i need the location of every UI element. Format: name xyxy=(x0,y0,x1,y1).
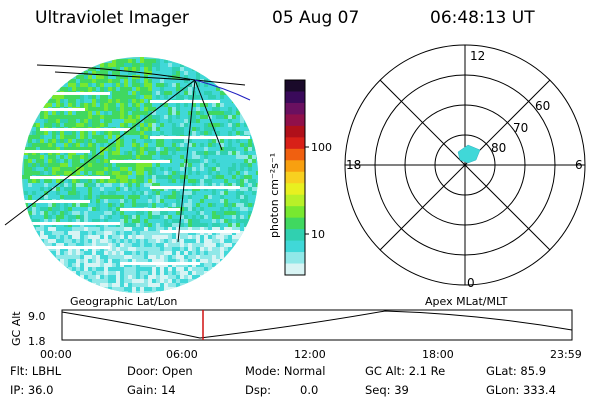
dsp-label: Dsp: xyxy=(245,383,272,397)
colorbar-swatch xyxy=(285,194,305,207)
mlt-label-0: 0 xyxy=(467,276,475,290)
colorbar-swatch xyxy=(285,80,305,92)
colorbar-swatch xyxy=(285,217,305,230)
timeline-plot: GC Alt 9.0 1.8 00:00 06:00 12:00 18:00 2… xyxy=(10,309,582,361)
colorbar-swatch xyxy=(285,114,305,127)
mlat-label-60: 60 xyxy=(535,99,550,113)
mlat-label-80: 80 xyxy=(491,141,506,155)
colorbar-gradient xyxy=(285,80,305,276)
mlt-label-6: 6 xyxy=(575,158,583,172)
gain-info: Gain: 14 xyxy=(127,383,176,397)
colorbar-swatch xyxy=(285,171,305,184)
colorbar-swatch xyxy=(285,102,305,115)
timeline-xtick-1200: 12:00 xyxy=(294,348,326,361)
colorbar-swatch xyxy=(285,229,305,242)
glon-info: GLon: 333.4 xyxy=(486,383,556,397)
colorbar-swatch xyxy=(285,252,305,265)
colorbar-swatch xyxy=(285,125,305,138)
glat-info: GLat: 85.9 xyxy=(486,364,547,378)
auroral-oval xyxy=(457,144,481,164)
colorbar-swatch xyxy=(285,148,305,161)
date-label: 05 Aug 07 xyxy=(272,8,360,28)
ip-info: IP: 36.0 xyxy=(10,383,54,397)
timeline-xtick-1800: 18:00 xyxy=(422,348,454,361)
timeline-ytick-1-8: 1.8 xyxy=(28,335,46,348)
mlat-label-70: 70 xyxy=(513,121,528,135)
colorbar-swatch xyxy=(285,263,305,276)
colorbar: 100 10 photon cm⁻²s⁻¹ xyxy=(268,79,332,276)
colorbar-unit-label: photon cm⁻²s⁻¹ xyxy=(268,153,281,238)
timeline-xtick-2359: 23:59 xyxy=(550,348,582,361)
timeline-xtick-0000: 00:00 xyxy=(40,348,72,361)
colorbar-swatch xyxy=(285,183,305,196)
colorbar-tick-100: 100 xyxy=(311,141,332,154)
polar-plot: 12 18 6 0 60 70 80 xyxy=(344,44,586,290)
geo-grid-lines xyxy=(4,64,251,243)
mode-info: Mode: Normal xyxy=(245,364,326,378)
colorbar-swatch xyxy=(285,240,305,253)
earth-image xyxy=(4,57,258,293)
door-info: Door: Open xyxy=(127,364,193,378)
colorbar-swatch xyxy=(285,206,305,219)
altitude-curve xyxy=(61,310,573,339)
instrument-title: Ultraviolet Imager xyxy=(35,8,189,28)
gc-alt-info: GC Alt: 2.1 Re xyxy=(365,364,446,378)
timeline-right-title: Apex MLat/MLT xyxy=(425,295,508,308)
filter-info: Flt: LBHL xyxy=(10,364,62,378)
dsp-value: 0.0 xyxy=(300,383,319,397)
mlt-label-12: 12 xyxy=(470,49,485,63)
colorbar-swatch xyxy=(285,91,305,104)
timeline-ytick-9: 9.0 xyxy=(28,310,46,323)
timeline-xtick-0600: 06:00 xyxy=(166,348,198,361)
colorbar-swatch xyxy=(285,160,305,173)
colorbar-swatch xyxy=(285,137,305,150)
mlt-label-18: 18 xyxy=(346,158,361,172)
time-label: 06:48:13 UT xyxy=(430,8,535,28)
timeline-ylabel: GC Alt xyxy=(10,311,23,346)
timeline-left-title: Geographic Lat/Lon xyxy=(70,295,178,308)
uv-disk xyxy=(22,57,258,293)
seq-info: Seq: 39 xyxy=(365,383,409,397)
colorbar-tick-10: 10 xyxy=(311,228,325,241)
